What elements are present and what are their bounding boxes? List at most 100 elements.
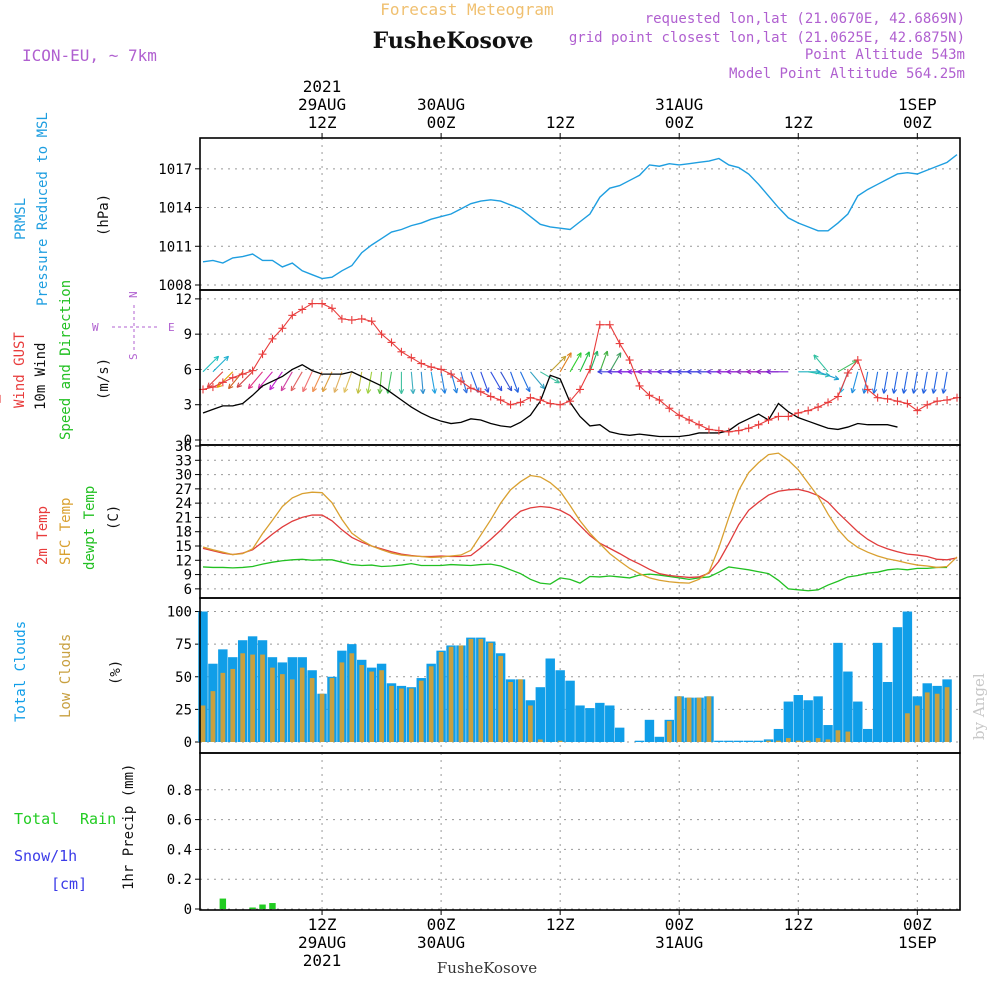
temp-sfc-label: SFC Temp bbox=[58, 498, 74, 565]
low-cloud-bar bbox=[409, 689, 414, 742]
wind-gust-marker bbox=[239, 370, 247, 378]
wind-direction-arrow bbox=[344, 372, 352, 393]
wind-direction-arrow bbox=[818, 372, 839, 380]
wind-gust-marker bbox=[755, 421, 763, 429]
wind-gust-marker bbox=[348, 316, 356, 324]
wind-gust-marker bbox=[804, 407, 812, 415]
wind-gust-marker bbox=[556, 401, 564, 409]
wind-direction-arrow bbox=[610, 353, 621, 372]
total-cloud-bar bbox=[744, 741, 753, 742]
y-tick-label: 0.6 bbox=[167, 813, 192, 829]
total-cloud-bar bbox=[555, 670, 564, 742]
y-tick-label: 6 bbox=[184, 582, 192, 598]
wind-gust-marker bbox=[834, 392, 842, 400]
panel-frame bbox=[200, 753, 960, 910]
wind-10m-label: 10m Wind bbox=[33, 343, 49, 410]
y-tick-label: 3 bbox=[184, 398, 192, 414]
compass-e: E bbox=[168, 321, 175, 334]
top-axis-label: 12Z bbox=[546, 113, 575, 132]
low-cloud-bar bbox=[915, 705, 920, 742]
wind-direction-arrow bbox=[570, 353, 581, 372]
panel-precipitation: 00.20.40.60.8 bbox=[167, 753, 960, 918]
y-tick-label: 15 bbox=[175, 539, 192, 555]
top-axis-label: 00Z bbox=[665, 113, 694, 132]
y-tick-label: 100 bbox=[167, 605, 192, 621]
wind-gust-marker bbox=[586, 365, 594, 373]
wind-gust-marker bbox=[507, 401, 515, 409]
y-tick-label: 0.8 bbox=[167, 783, 192, 799]
wind-direction-arrow bbox=[912, 372, 917, 394]
low-cloud-bar bbox=[300, 668, 305, 742]
total-cloud-bar bbox=[575, 705, 584, 742]
low-cloud-bar bbox=[925, 692, 930, 742]
compass-s: S bbox=[127, 353, 140, 360]
wind-gust-marker bbox=[417, 360, 425, 368]
wind-direction-arrow bbox=[431, 372, 436, 394]
top-axis-label: 12Z bbox=[308, 113, 337, 132]
wind-direction-arrow bbox=[530, 372, 544, 389]
temp-labels: 2m Temp SFC Temp dewpt Temp (C) bbox=[35, 486, 122, 570]
low-cloud-bar bbox=[250, 655, 255, 742]
total-cloud-bar bbox=[803, 700, 812, 742]
wind-direction-arrow bbox=[366, 372, 371, 394]
top-axis-label: 2021 bbox=[303, 77, 342, 96]
wind-gust-marker bbox=[814, 403, 822, 411]
pressure-line bbox=[203, 155, 957, 279]
wind-direction-arrow bbox=[303, 372, 312, 392]
wind-direction-arrow bbox=[313, 372, 322, 392]
wind-direction-arrow bbox=[766, 370, 788, 374]
low-cloud-bar bbox=[687, 698, 692, 742]
low-cloud-bar bbox=[508, 682, 513, 742]
low-cloud-bar bbox=[379, 670, 384, 742]
top-axis-label: 00Z bbox=[903, 113, 932, 132]
wind-direction-arrow bbox=[207, 372, 223, 388]
total-cloud-bar bbox=[734, 741, 743, 742]
wind-gust-marker bbox=[259, 350, 267, 358]
low-cloud-bar bbox=[905, 713, 910, 742]
y-tick-label: 27 bbox=[175, 482, 192, 498]
low-cloud-bar bbox=[846, 732, 851, 742]
wind-gust-marker bbox=[705, 425, 713, 433]
low-cloud-bar bbox=[826, 739, 831, 742]
wind-direction-arrow bbox=[213, 356, 229, 372]
wind-direction-arrow bbox=[421, 372, 425, 394]
bottom-axis-label: 12Z bbox=[784, 915, 813, 934]
wind-direction-arrow bbox=[217, 372, 233, 388]
wind-gust-marker bbox=[427, 363, 435, 371]
total-cloud-bar bbox=[635, 741, 644, 742]
low-cloud-bar bbox=[667, 721, 672, 742]
precip-labels: Total Rain Snow/1h [cm] 1hr Precip (mm) bbox=[14, 764, 137, 893]
wind-gust-marker bbox=[407, 354, 415, 362]
low-cloud-bar bbox=[677, 696, 682, 742]
y-tick-label: 36 bbox=[175, 439, 192, 455]
pressure-unit: (hPa) bbox=[96, 194, 112, 236]
low-cloud-bar bbox=[419, 681, 424, 742]
y-tick-label: 33 bbox=[175, 453, 192, 469]
total-cloud-bar bbox=[754, 741, 763, 742]
low-cloud-bar bbox=[498, 656, 503, 742]
bottom-axis-label: 12Z bbox=[546, 915, 575, 934]
bottom-axis-label: 30AUG bbox=[417, 933, 465, 952]
low-cloud-label: Low Clouds bbox=[58, 634, 74, 718]
y-tick-label: 25 bbox=[175, 702, 192, 718]
wind-gust-marker bbox=[596, 321, 604, 329]
rain-bar bbox=[259, 905, 265, 909]
total-cloud-bar bbox=[605, 705, 614, 742]
requested-coords: requested lon,lat (21.0670E, 42.6869N) bbox=[645, 11, 965, 27]
total-cloud-bar bbox=[546, 658, 555, 742]
total-cloud-bar bbox=[833, 643, 842, 742]
pressure-label-desc: Pressure Reduced to MSL bbox=[35, 112, 51, 306]
wind-direction-arrow bbox=[291, 372, 302, 391]
meteogram-title: Forecast Meteogram bbox=[380, 0, 553, 19]
wind-gust-marker bbox=[923, 401, 931, 409]
wind-dir-label: Speed and Direction bbox=[58, 280, 74, 440]
temp-unit: (C) bbox=[106, 505, 122, 530]
low-cloud-bar bbox=[389, 686, 394, 742]
wind-direction-arrow bbox=[902, 372, 907, 394]
low-cloud-bar bbox=[201, 705, 206, 742]
wind-direction-arrow bbox=[281, 372, 292, 391]
low-cloud-bar bbox=[320, 694, 325, 742]
low-cloud-bar bbox=[220, 673, 225, 742]
total-cloud-bar bbox=[714, 741, 723, 742]
wind-direction-arrow bbox=[520, 372, 529, 392]
